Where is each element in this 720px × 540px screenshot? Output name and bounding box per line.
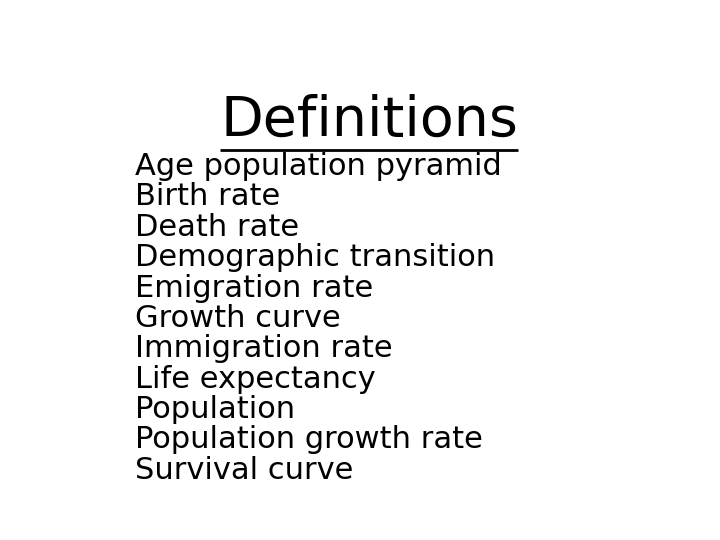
Text: Demographic transition: Demographic transition [135, 243, 495, 272]
Text: Life expectancy: Life expectancy [135, 364, 375, 394]
Text: Emigration rate: Emigration rate [135, 274, 373, 302]
Text: Survival curve: Survival curve [135, 456, 353, 485]
Text: Population: Population [135, 395, 294, 424]
Text: Population growth rate: Population growth rate [135, 426, 482, 454]
Text: Age population pyramid: Age population pyramid [135, 152, 501, 181]
Text: Definitions: Definitions [220, 94, 518, 148]
Text: Growth curve: Growth curve [135, 304, 341, 333]
Text: Birth rate: Birth rate [135, 183, 280, 212]
Text: Death rate: Death rate [135, 213, 299, 242]
Text: Immigration rate: Immigration rate [135, 334, 392, 363]
